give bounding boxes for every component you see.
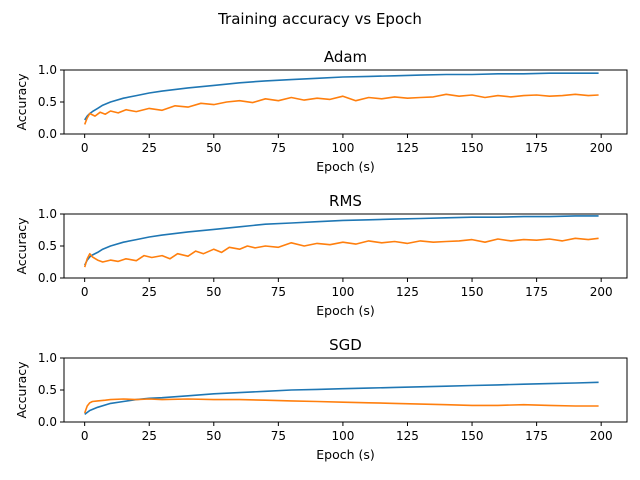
x-tick-label: 50 [206,429,221,443]
series-line-1 [84,72,599,121]
y-axis-label: Accuracy [14,73,29,131]
plot-frame [63,357,628,423]
subplot-2: SGD 0 25 50 75 100 125 150 175 200 0.0 0.5 1.0 Epoch … [14,336,628,462]
subplot-title: Adam [324,48,367,66]
x-axis-label: Epoch (s) [316,303,375,318]
y-tick-label: 1.0 [38,207,57,221]
x-tick-label: 100 [331,141,354,155]
subplot-title: SGD [329,336,362,354]
x-tick-label: 0 [81,141,89,155]
y-tick-label: 0.0 [38,415,57,429]
y-tick-label: 0.0 [38,271,57,285]
x-tick-label: 125 [396,285,419,299]
figure-suptitle: Training accuracy vs Epoch [217,10,422,28]
x-tick-label: 125 [396,429,419,443]
x-tick-label: 75 [271,285,286,299]
plot-frame [63,213,628,279]
y-tick-label: 0.5 [38,383,57,397]
subplot-0: Adam 0 25 50 75 100 125 150 175 200 0.0 0.5 1.0 Epoch… [14,48,628,174]
x-tick-label: 50 [206,141,221,155]
x-tick-label: 175 [525,141,548,155]
x-tick-label: 175 [525,285,548,299]
x-axis-label: Epoch (s) [316,159,375,174]
series-line-1 [83,215,599,266]
x-tick-label: 100 [331,285,354,299]
x-tick-label: 200 [590,141,613,155]
x-axis-label: Epoch (s) [316,447,375,462]
x-tick-label: 150 [461,285,484,299]
series-line-2 [83,398,599,414]
y-tick-label: 0.5 [38,239,57,253]
y-tick-label: 1.0 [38,351,57,365]
x-tick-label: 0 [81,285,89,299]
y-tick-label: 0.5 [38,95,57,109]
plot-frame [63,69,628,135]
x-tick-label: 25 [142,141,157,155]
x-tick-label: 175 [525,429,548,443]
series-line-2 [83,237,599,268]
y-tick-label: 1.0 [38,63,57,77]
x-tick-label: 150 [461,141,484,155]
series-line-1 [84,381,599,415]
x-tick-label: 25 [142,285,157,299]
subplot-panels: Adam 0 25 50 75 100 125 150 175 200 0.0 0.5 1.0 Epoch… [14,48,628,462]
y-axis-label: Accuracy [14,217,29,275]
x-tick-label: 200 [590,285,613,299]
x-tick-label: 125 [396,141,419,155]
x-tick-label: 0 [81,429,89,443]
x-tick-label: 50 [206,285,221,299]
x-tick-label: 75 [271,429,286,443]
subplot-1: RMS 0 25 50 75 100 125 150 175 200 0.0 0.5 1.0 Epoch … [14,192,628,318]
x-tick-label: 200 [590,429,613,443]
subplot-title: RMS [329,192,362,210]
y-axis-label: Accuracy [14,361,29,419]
x-tick-label: 100 [331,429,354,443]
x-tick-label: 25 [142,429,157,443]
y-tick-label: 0.0 [38,127,57,141]
series-line-2 [83,93,599,125]
x-tick-label: 75 [271,141,286,155]
x-tick-label: 150 [461,429,484,443]
